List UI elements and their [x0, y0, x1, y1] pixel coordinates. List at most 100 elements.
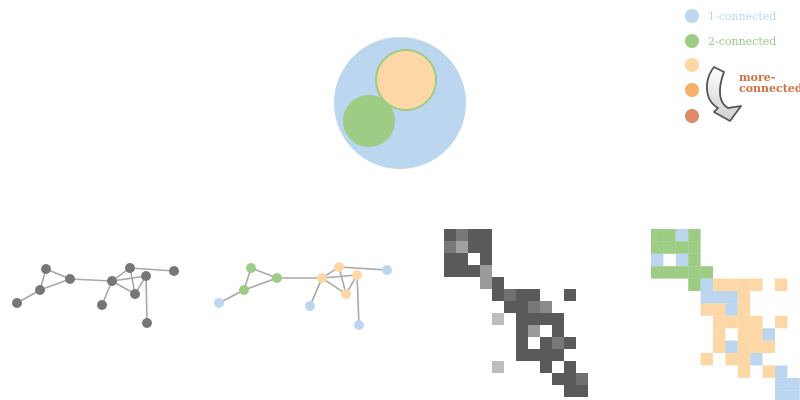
graph-node	[214, 298, 224, 308]
matrix-cell	[528, 289, 540, 301]
matrix-cell	[775, 365, 788, 378]
graph-node	[272, 273, 282, 283]
matrix-cell	[663, 241, 676, 254]
graph-node	[334, 262, 344, 272]
legend-swatch-two-connected	[685, 34, 699, 48]
matrix-cell	[492, 277, 504, 289]
matrix-cell	[444, 265, 456, 277]
graph-node	[142, 318, 152, 328]
matrix-cell	[737, 365, 751, 378]
matrix-cell	[713, 340, 726, 353]
matrix-cell	[737, 278, 751, 291]
matrix-cell	[516, 349, 528, 361]
legend-label-one-connected: 1-connected	[708, 10, 776, 23]
graph-node	[352, 270, 362, 280]
legend-swatch-level-5	[685, 109, 699, 123]
matrix-cell	[725, 303, 738, 316]
matrix-cell	[737, 315, 751, 329]
matrix-cell	[504, 289, 516, 301]
graph-node	[12, 298, 22, 308]
matrix-cell	[737, 340, 751, 353]
matrix-cell	[564, 289, 576, 301]
graph-node	[305, 301, 315, 311]
matrix-cell	[540, 337, 552, 349]
graph-node	[341, 289, 351, 299]
graph-node	[169, 266, 179, 276]
matrix-cell	[750, 353, 763, 366]
matrix-cell	[492, 361, 504, 373]
legend: 1-connected 2-connected more- connected	[685, 9, 800, 123]
graph-node	[382, 265, 392, 275]
matrix-cell	[528, 301, 540, 313]
graph-node	[97, 300, 107, 310]
matrix-cell	[468, 265, 480, 277]
matrix-cell	[775, 278, 788, 291]
matrix-cell	[528, 313, 540, 325]
legend-swatch-level-4	[685, 83, 699, 97]
matrix-cell	[750, 278, 763, 291]
matrix-cell	[725, 353, 738, 366]
matrix-cell	[775, 377, 788, 391]
matrix-cell	[762, 365, 775, 378]
matrix-cell	[651, 253, 664, 267]
matrix-cell	[663, 266, 676, 279]
graph-node	[317, 273, 327, 283]
matrix-cell	[675, 229, 689, 242]
matrix-cell	[480, 277, 492, 289]
graph-node	[130, 289, 140, 299]
matrix-cell	[725, 315, 738, 329]
matrix-cell	[528, 349, 540, 361]
legend-label-two-connected: 2-connected	[708, 35, 776, 48]
matrix-cell	[651, 241, 664, 254]
matrix-cell	[552, 325, 564, 337]
matrix-cell	[444, 229, 456, 241]
matrix-cell	[540, 301, 552, 313]
matrix-cell	[504, 301, 516, 313]
matrix-cell	[688, 253, 701, 267]
adjacency-matrix-grayscale	[444, 229, 588, 397]
matrix-cell	[713, 328, 726, 341]
legend-label-more-connected-2: connected	[739, 82, 800, 95]
graph-edge	[39, 278, 71, 291]
matrix-cell	[540, 313, 552, 325]
matrix-cell	[775, 390, 788, 400]
matrix-cell	[564, 361, 576, 373]
matrix-cell	[725, 340, 738, 353]
graph-node	[41, 264, 51, 274]
matrix-cell	[737, 353, 751, 366]
matrix-cell	[663, 229, 676, 242]
graph-node	[239, 285, 249, 295]
matrix-cell	[750, 315, 763, 329]
matrix-cell	[468, 241, 480, 253]
matrix-cell	[456, 229, 468, 241]
graph-edge	[321, 274, 358, 279]
matrix-cell	[737, 291, 751, 304]
matrix-cell	[688, 229, 701, 242]
matrix-cell	[576, 373, 588, 385]
matrix-cell	[492, 313, 504, 325]
matrix-cell	[737, 328, 751, 341]
matrix-cell	[700, 303, 713, 316]
matrix-cell	[762, 340, 775, 353]
matrix-cell	[762, 328, 775, 341]
matrix-cell	[675, 266, 689, 279]
graph-node	[141, 271, 151, 281]
matrix-cell	[775, 315, 788, 329]
graph-edge	[338, 266, 388, 271]
matrix-cell	[787, 377, 800, 391]
nested-components-venn	[334, 37, 466, 169]
matrix-cell	[516, 301, 528, 313]
matrix-cell	[516, 289, 528, 301]
matrix-cell	[564, 385, 576, 397]
matrix-cell	[480, 229, 492, 241]
matrix-cell	[468, 229, 480, 241]
matrix-cell	[750, 340, 763, 353]
matrix-cell	[540, 361, 552, 373]
graph-node	[125, 263, 135, 273]
graph-edge	[129, 267, 175, 272]
matrix-cell	[725, 291, 738, 304]
matrix-cell	[713, 278, 726, 291]
legend-swatch-level-3	[685, 58, 699, 72]
matrix-cell	[540, 349, 552, 361]
